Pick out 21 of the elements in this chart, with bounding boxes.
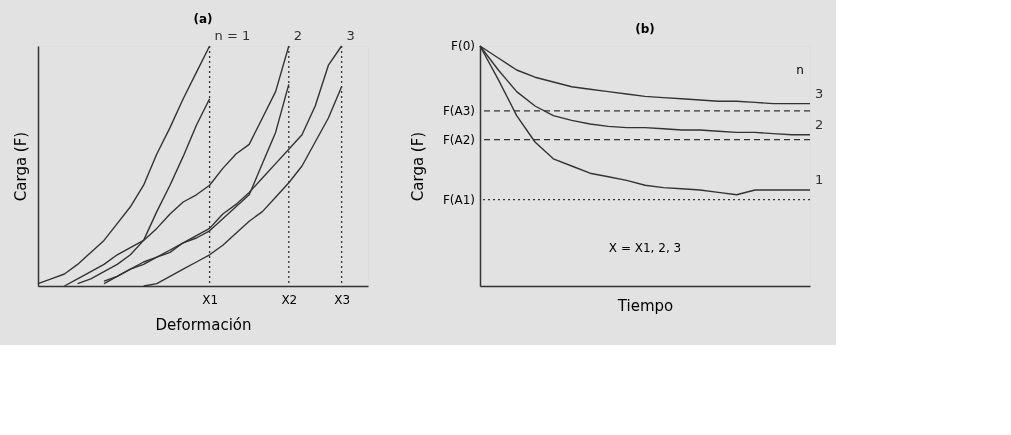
ref-line-label: F(A1) [442,192,475,207]
series-label: 1 [815,172,824,187]
y-axis-title: Carga (F) [11,131,30,202]
chart-title: (a) [193,12,213,26]
x-axis-title: Deformación [155,315,252,334]
x-tick-label: X1 [202,292,219,307]
ref-line-label: F(A2) [442,132,475,147]
y-axis-title: Carga (F) [408,131,427,202]
text: F(0) [451,39,475,53]
annotation: X = X1, 2, 3 [608,240,682,255]
ref-line-label: F(A3) [442,103,475,118]
x-tick-label: X3 [334,292,351,307]
series-label: 2 [293,28,303,43]
x-axis-title: Tiempo [616,296,674,315]
series-label: 3 [815,85,824,101]
x-tick-label: X2 [281,292,298,307]
series-label: 2 [815,116,824,132]
series-label: n = 1 [214,28,251,43]
chart-title: (b) [635,22,655,36]
annotation: n [796,63,804,77]
series-label: 3 [346,28,355,43]
